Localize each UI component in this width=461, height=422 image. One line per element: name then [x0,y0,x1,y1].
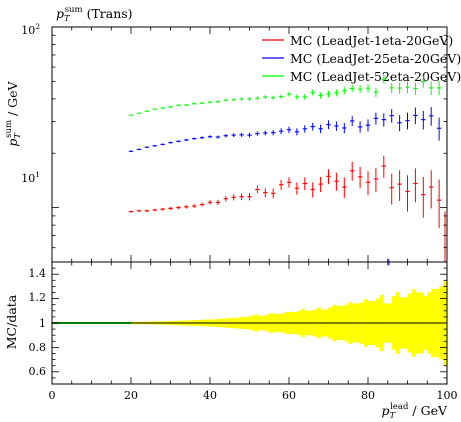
x-axis-label: pTlead / GeV [381,402,447,421]
ratio-tick-label: 1.2 [29,291,47,304]
legend: MC (LeadJet-1eta-20GeV) MC (LeadJet-25et… [262,33,461,84]
ratio-tick-label: 1 [39,317,46,330]
ytick-label-10: 101 [21,170,40,185]
ratio-tick-label: 1.4 [29,267,47,280]
legend-label: MC (LeadJet-52eta-20GeV) [290,69,461,84]
ratio-tick-label: 0.6 [29,365,47,378]
main-plot-marks [128,75,446,262]
legend-label: MC (LeadJet-25eta-20GeV) [290,51,461,66]
ratio-tick-label: 0.8 [29,341,47,354]
xtick-label: 20 [124,389,138,402]
legend-label: MC (LeadJet-1eta-20GeV) [290,33,453,48]
ytick-label-100: 102 [21,22,40,37]
xtick-label: 60 [282,389,296,402]
xtick-label: 40 [203,389,217,402]
xtick-label: 80 [361,389,375,402]
ratio-plot-marks [52,259,447,366]
xtick-label: 100 [437,389,458,402]
xtick-label: 0 [49,389,56,402]
ratio-ylabel: MC/data [4,294,19,349]
main-ylabel: pTsum / GeV [4,80,23,146]
chart-title: pTsum (Trans) [56,5,133,24]
ratio-plot-frame [51,261,448,385]
